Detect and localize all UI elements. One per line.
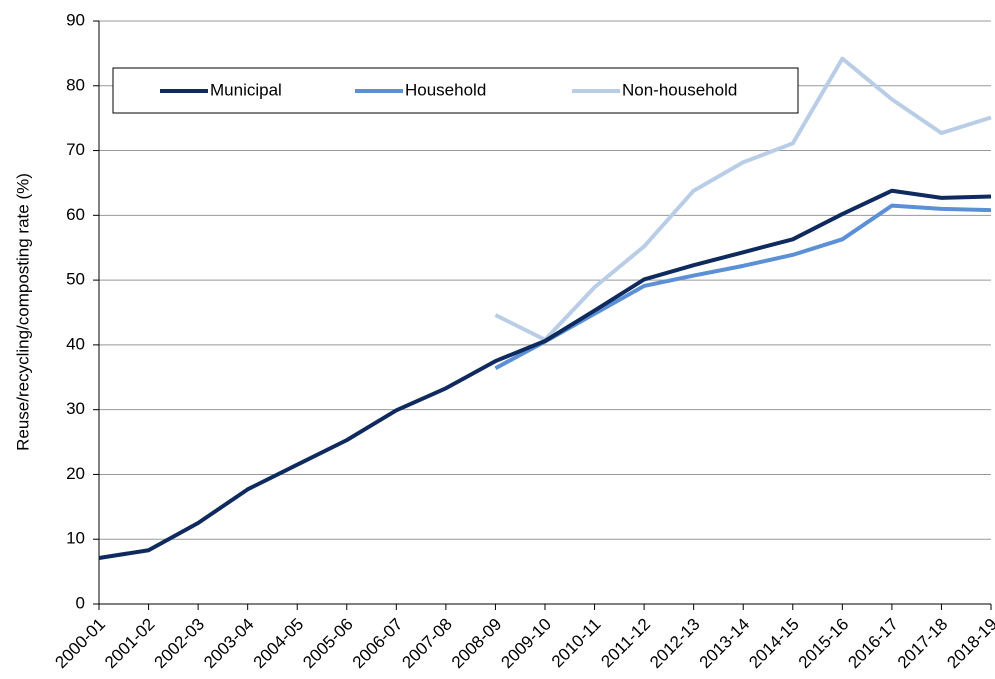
x-tick-label: 2011-12: [597, 615, 654, 672]
x-tick-label: 2012-13: [646, 615, 704, 673]
y-tick-label: 80: [66, 75, 85, 94]
y-tick-label: 70: [66, 140, 85, 159]
x-tick-label: 2006-07: [349, 615, 407, 673]
x-tick-label: 2009-10: [497, 615, 555, 673]
x-tick-label: 2017-18: [894, 615, 952, 673]
x-tick-label: 2003-04: [200, 615, 258, 673]
x-tick-label: 2010-11: [548, 615, 605, 672]
series-line: [494, 56, 992, 342]
x-tick-label: 2016-17: [844, 615, 902, 673]
y-axis-label: Reuse/recycling/composting rate (%): [13, 173, 32, 451]
x-tick-label: 2014-15: [745, 615, 803, 673]
y-tick-label: 10: [66, 529, 85, 548]
x-tick-label: 2005-06: [299, 615, 357, 673]
y-tick-label: 50: [66, 270, 85, 289]
y-tick-label: 60: [66, 205, 85, 224]
x-tick-label: 2004-05: [250, 615, 308, 673]
legend-label: Household: [405, 80, 486, 99]
x-tick-label: 2015-16: [795, 615, 853, 673]
x-tick-label: 2001-02: [101, 615, 159, 673]
x-tick-label: 2002-03: [151, 615, 209, 673]
x-tick-label: 2013-14: [696, 615, 754, 673]
x-tick-label: 2000-01: [51, 615, 109, 673]
y-tick-label: 90: [66, 10, 85, 29]
y-tick-label: 0: [76, 593, 85, 612]
series-line: [98, 188, 992, 560]
y-tick-label: 40: [66, 334, 85, 353]
legend-label: Municipal: [210, 80, 282, 99]
x-tick-label: 2018-19: [943, 615, 995, 673]
x-tick-label: 2008-09: [448, 615, 506, 673]
legend-label: Non-household: [622, 80, 737, 99]
y-tick-label: 30: [66, 399, 85, 418]
legend-box: [112, 67, 799, 114]
x-tick-label: 2007-08: [398, 615, 456, 673]
series-line: [494, 203, 992, 370]
y-tick-label: 20: [66, 464, 85, 483]
